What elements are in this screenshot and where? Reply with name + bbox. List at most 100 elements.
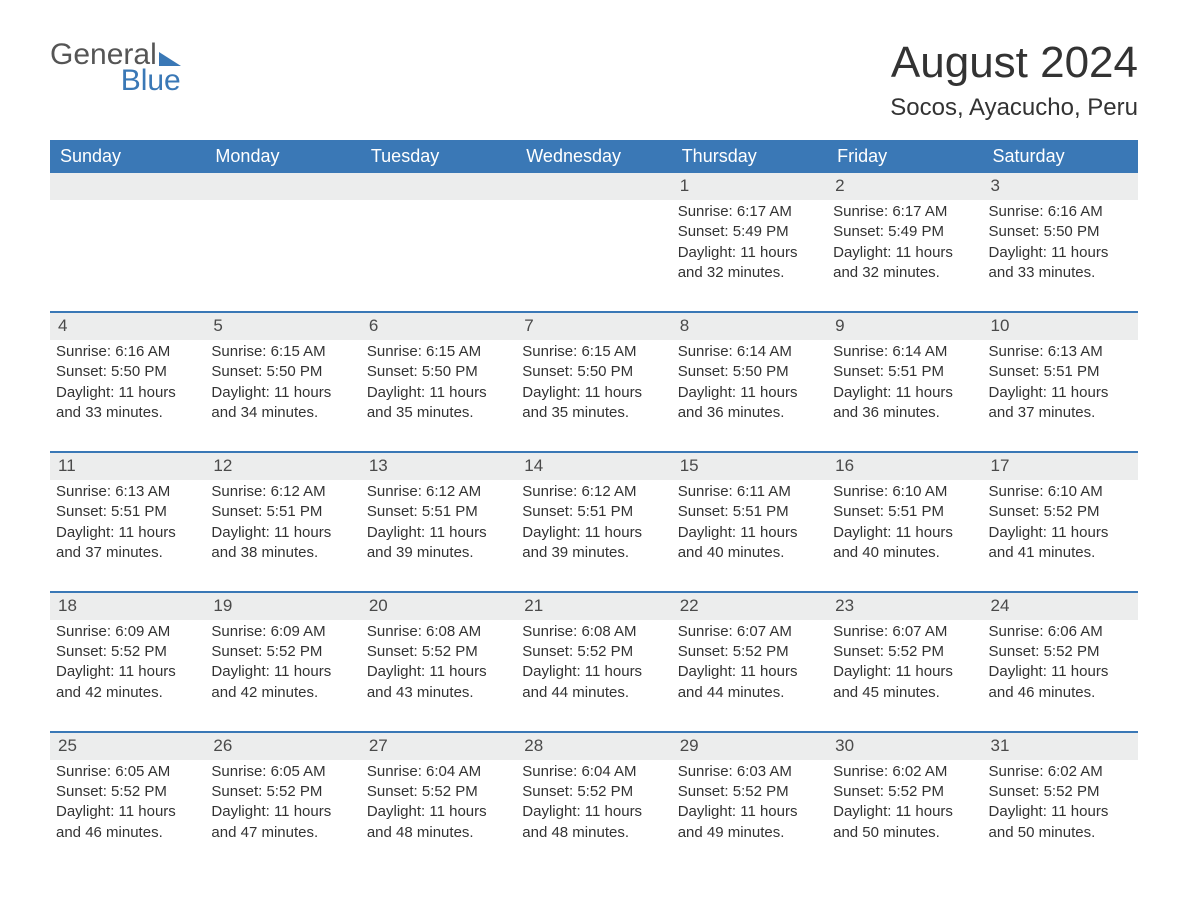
daylight-line: Daylight: 11 hours and 39 minutes. [522,523,665,564]
sunset-value: 5:51 PM [733,503,789,520]
sunrise-label: Sunrise: [56,483,115,500]
sunset-value: 5:52 PM [888,783,944,800]
sunset-line: Sunset: 5:52 PM [833,642,976,662]
sunrise-line: Sunrise: 6:16 AM [56,342,199,362]
daylight-line: Daylight: 11 hours and 49 minutes. [678,802,821,843]
weekday-header: Monday [205,140,360,173]
day-cell: 26Sunrise: 6:05 AMSunset: 5:52 PMDayligh… [205,732,360,871]
sunset-label: Sunset: [989,643,1044,660]
calendar-row: 11Sunrise: 6:13 AMSunset: 5:51 PMDayligh… [50,452,1138,592]
sunset-label: Sunset: [678,643,733,660]
daylight-line: Daylight: 11 hours and 32 minutes. [678,243,821,284]
sunset-line: Sunset: 5:51 PM [367,502,510,522]
sunrise-value: 6:05 AM [271,763,326,780]
day-info: Sunrise: 6:05 AM Sunset: 5:52 PM Daylight:… [211,762,354,843]
day-number: 5 [205,313,360,340]
day-info: Sunrise: 6:02 AMSunset: 5:52 PMDaylight:… [989,762,1132,843]
day-number: 2 [827,173,982,200]
sunrise-value: 6:17 AM [892,203,947,220]
daylight-label: Daylight: [367,384,430,401]
sunset-value: 5:50 PM [577,363,633,380]
daylight-label: Daylight: [56,663,119,680]
day-info: Sunrise: 6:07 AMSunset: 5:52 PMDaylight:… [678,622,821,703]
sunset-label: Sunset: [678,363,733,380]
sunrise-value: 6:15 AM [581,343,636,360]
page-header: General Blue August 2024 Socos, Ayacucho… [50,40,1138,122]
sunrise-label: Sunrise: [678,483,737,500]
day-info: Sunrise: 6:15 AMSunset: 5:50 PMDaylight:… [522,342,665,423]
sunrise-value: 6:12 AM [426,483,481,500]
day-cell: 14Sunrise: 6:12 AMSunset: 5:51 PMDayligh… [516,452,671,592]
sunset-label: Sunset: [989,783,1044,800]
sunset-value: 5:52 PM [266,783,322,800]
title-block: August 2024 Socos, Ayacucho, Peru [890,40,1138,122]
daylight-label: Daylight: [678,803,741,820]
daylight-line: Daylight: 11 hours and 40 minutes. [678,523,821,564]
sunset-line: Sunset: 5:50 PM [56,362,199,382]
sunrise-line: Sunrise: 6:13 AM [989,342,1132,362]
sunset-label: Sunset: [989,503,1044,520]
day-info: Sunrise: 6:15 AMSunset: 5:50 PMDaylight:… [367,342,510,423]
sunset-label: Sunset: [211,783,266,800]
sunrise-line: Sunrise: 6:08 AM [367,622,510,642]
sunset-label: Sunset: [833,363,888,380]
daylight-line: Daylight: 11 hours and 50 minutes. [989,802,1132,843]
sunrise-label: Sunrise: [211,343,270,360]
sunset-label: Sunset: [833,223,888,240]
daynum-empty [361,173,516,200]
day-info: Sunrise: 6:03 AMSunset: 5:52 PMDaylight:… [678,762,821,843]
day-number: 15 [672,453,827,480]
sunset-line: Sunset: 5:50 PM [367,362,510,382]
sunrise-line: Sunrise: 6:12 AM [367,482,510,502]
weekday-row: SundayMondayTuesdayWednesdayThursdayFrid… [50,140,1138,173]
day-number: 25 [50,733,205,760]
daylight-label: Daylight: [522,803,585,820]
daylight-line: Daylight: 11 hours and 44 minutes. [522,662,665,703]
sunset-label: Sunset: [56,783,111,800]
daylight-line: Daylight: 11 hours and 47 minutes. [211,802,354,843]
daylight-label: Daylight: [522,384,585,401]
logo-word2: Blue [50,66,181,96]
sunset-label: Sunset: [367,643,422,660]
daylight-label: Daylight: [989,803,1052,820]
daylight-line: Daylight: 11 hours and 40 minutes. [833,523,976,564]
sunrise-label: Sunrise: [989,763,1048,780]
sunset-label: Sunset: [522,643,577,660]
daylight-line: Daylight: 11 hours and 33 minutes. [989,243,1132,284]
day-cell: 2Sunrise: 6:17 AMSunset: 5:49 PMDaylight… [827,173,982,312]
sunrise-label: Sunrise: [989,623,1048,640]
daylight-label: Daylight: [367,803,430,820]
weekday-header: Wednesday [516,140,671,173]
sunrise-label: Sunrise: [522,623,581,640]
day-cell: 24Sunrise: 6:06 AMSunset: 5:52 PMDayligh… [983,592,1138,732]
sunrise-label: Sunrise: [367,343,426,360]
day-info: Sunrise: 6:11 AMSunset: 5:51 PMDaylight:… [678,482,821,563]
day-cell: 29Sunrise: 6:03 AMSunset: 5:52 PMDayligh… [672,732,827,871]
daylight-line: Daylight: 11 hours and 37 minutes. [989,383,1132,424]
sunset-line: Sunset: 5:51 PM [989,362,1132,382]
day-info: Sunrise: 6:08 AMSunset: 5:52 PMDaylight:… [367,622,510,703]
daylight-label: Daylight: [211,524,274,541]
sunset-label: Sunset: [833,503,888,520]
daylight-label: Daylight: [211,384,274,401]
sunset-value: 5:51 PM [577,503,633,520]
sunrise-value: 6:10 AM [892,483,947,500]
day-cell: 25Sunrise: 6:05 AMSunset: 5:52 PMDayligh… [50,732,205,871]
day-info: Sunrise: 6:12 AMSunset: 5:51 PMDaylight:… [522,482,665,563]
sunrise-value: 6:03 AM [737,763,792,780]
day-number: 31 [983,733,1138,760]
day-cell: 8Sunrise: 6:14 AMSunset: 5:50 PMDaylight… [672,312,827,452]
day-number: 16 [827,453,982,480]
sunset-value: 5:52 PM [422,783,478,800]
sunrise-label: Sunrise: [211,763,270,780]
sunset-line: Sunset: 5:51 PM [56,502,199,522]
sunrise-label: Sunrise: [678,203,737,220]
sunrise-label: Sunrise: [678,763,737,780]
daylight-label: Daylight: [367,663,430,680]
sunrise-line: Sunrise: 6:13 AM [56,482,199,502]
sunset-line: Sunset: 5:50 PM [989,222,1132,242]
sunset-line: Sunset: 5:52 PM [989,642,1132,662]
day-info: Sunrise: 6:04 AMSunset: 5:52 PMDaylight:… [367,762,510,843]
sunrise-value: 6:11 AM [737,483,791,500]
day-cell: 12Sunrise: 6:12 AMSunset: 5:51 PMDayligh… [205,452,360,592]
